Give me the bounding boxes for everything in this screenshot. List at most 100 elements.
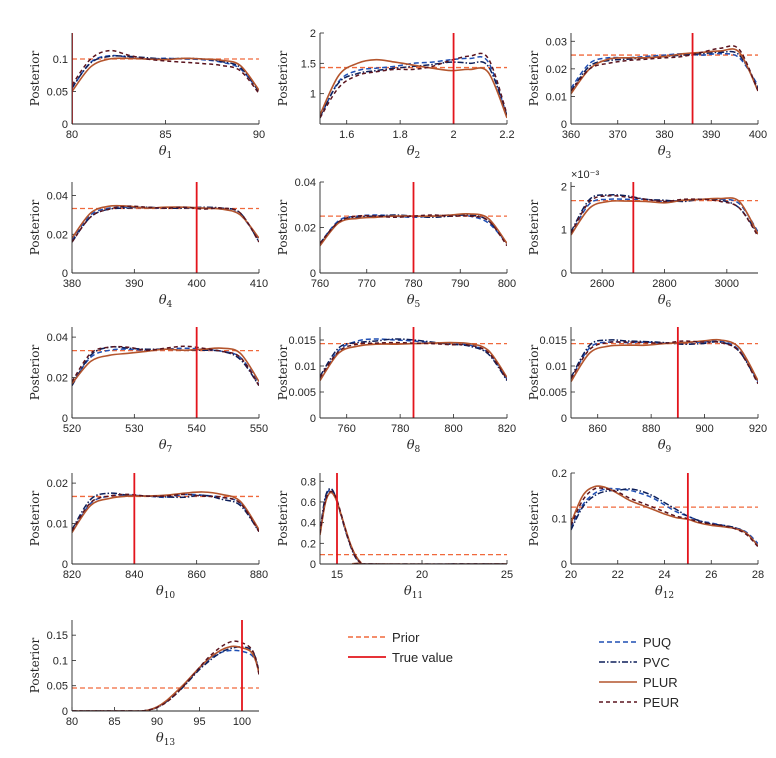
x-axis-label: θ6 xyxy=(658,293,672,310)
y-axis-label: Posterior xyxy=(28,638,42,694)
legend-label-puq: PUQ xyxy=(643,635,671,650)
y-tick-label: 0.02 xyxy=(295,223,316,235)
series-pvc xyxy=(571,194,758,235)
x-tick-label: 400 xyxy=(749,129,767,141)
subplot-theta-5: 760 770 780 790 800 0 0.02 0.04 Posterior θ5 xyxy=(276,177,516,310)
y-tick-label: 0 xyxy=(310,559,316,571)
subplot-theta-3: 360 370 380 390 400 0 0.01 0.02 0.03 Posterior θ3 xyxy=(527,33,767,161)
plot-content xyxy=(571,473,758,564)
x-tick-label: 380 xyxy=(63,278,81,290)
legend-label-true-value: True value xyxy=(392,650,453,665)
x-axis-label: θ7 xyxy=(159,438,173,455)
x-tick-label: 1.8 xyxy=(392,129,407,141)
y-tick-label: 0 xyxy=(561,268,567,280)
x-axis-label: θ10 xyxy=(156,584,176,601)
x-tick-label: 20 xyxy=(416,569,428,581)
series-peur xyxy=(320,52,507,119)
x-tick-label: 760 xyxy=(311,278,329,290)
y-tick-label: 2 xyxy=(561,181,567,193)
x-tick-label: 100 xyxy=(233,716,251,728)
y-tick-label: 0.02 xyxy=(47,229,68,241)
x-tick-label: 90 xyxy=(253,129,265,141)
y-tick-label: 0.005 xyxy=(539,387,567,399)
x-tick-label: 2.2 xyxy=(499,129,514,141)
y-tick-label: 0.05 xyxy=(47,87,68,99)
plot-content xyxy=(320,33,507,124)
subplot-theta-6: 2600 2800 3000 0 1 2 ×10⁻³ Posterior θ6 xyxy=(527,169,758,310)
x-tick-label: 25 xyxy=(501,569,513,581)
x-axis-label: θ4 xyxy=(159,293,173,310)
x-tick-label: 85 xyxy=(108,716,120,728)
y-tick-label: 0 xyxy=(62,559,68,571)
y-axis-label: Posterior xyxy=(276,200,290,256)
series-pvc xyxy=(571,488,758,547)
x-tick-label: 790 xyxy=(451,278,469,290)
series-puq xyxy=(320,56,507,119)
x-tick-label: 820 xyxy=(63,569,81,581)
y-axis-label: Posterior xyxy=(527,491,541,547)
y-tick-label: 0.04 xyxy=(295,177,316,189)
series-puq xyxy=(571,487,758,545)
series-peur xyxy=(571,45,758,92)
y-tick-label: 0.4 xyxy=(301,518,316,530)
plot-area xyxy=(72,33,259,124)
x-tick-label: 15 xyxy=(331,569,343,581)
plot-area xyxy=(72,473,259,564)
x-tick-label: 85 xyxy=(159,129,171,141)
series-puq xyxy=(571,198,758,235)
x-tick-label: 900 xyxy=(695,423,713,435)
plot-area xyxy=(320,473,507,564)
series-pvc xyxy=(320,61,507,118)
x-tick-label: 800 xyxy=(444,423,462,435)
x-tick-label: 880 xyxy=(250,569,268,581)
x-tick-label: 530 xyxy=(125,423,143,435)
x-tick-label: 80 xyxy=(66,129,78,141)
x-tick-label: 95 xyxy=(193,716,205,728)
y-tick-label: 1.5 xyxy=(301,58,316,70)
x-tick-label: 760 xyxy=(338,423,356,435)
x-axis-label: θ3 xyxy=(658,144,672,161)
y-tick-label: 0.2 xyxy=(552,468,567,480)
plot-area xyxy=(320,33,507,124)
y-tick-label: 0.03 xyxy=(546,36,567,48)
legend-label-pvc: PVC xyxy=(643,655,670,670)
plot-area xyxy=(571,33,758,124)
plot-area xyxy=(72,620,259,711)
y-axis-label: Posterior xyxy=(276,51,290,107)
legend-methods: PUQ PVC PLUR PEUR xyxy=(599,635,679,710)
x-tick-label: 28 xyxy=(752,569,764,581)
y-tick-label: 0.05 xyxy=(47,681,68,693)
y-tick-label: 0 xyxy=(561,559,567,571)
y-tick-label: 1 xyxy=(561,225,567,237)
series-plur xyxy=(571,197,758,236)
y-tick-label: 0.015 xyxy=(288,335,316,347)
y-tick-label: 0.01 xyxy=(546,91,567,103)
y-tick-label: 0 xyxy=(561,119,567,131)
y-tick-label: 0 xyxy=(62,119,68,131)
series-plur xyxy=(72,347,259,385)
series-plur xyxy=(72,57,259,92)
y-tick-label: 0.6 xyxy=(301,497,316,509)
y-tick-label: 0.04 xyxy=(47,191,68,203)
y-tick-label: 0.005 xyxy=(288,387,316,399)
plot-area xyxy=(72,327,259,418)
x-tick-label: 390 xyxy=(702,129,720,141)
x-tick-label: 880 xyxy=(642,423,660,435)
subplot-theta-7: 520 530 540 550 0 0.02 0.04 Posterior θ7 xyxy=(28,327,268,455)
y-tick-label: 0.02 xyxy=(546,64,567,76)
y-axis-label: Posterior xyxy=(28,200,42,256)
x-tick-label: 400 xyxy=(187,278,205,290)
series-plur xyxy=(571,48,758,95)
legend-label-plur: PLUR xyxy=(643,675,678,690)
subplot-theta-12: 20 22 24 26 28 0 0.1 0.2 Posterior θ12 xyxy=(527,468,764,601)
x-tick-label: 90 xyxy=(151,716,163,728)
x-axis-label: θ9 xyxy=(658,438,672,455)
y-tick-label: 1 xyxy=(310,89,316,101)
legend-label-prior: Prior xyxy=(392,630,420,645)
x-tick-label: 1.6 xyxy=(339,129,354,141)
x-tick-label: 24 xyxy=(658,569,670,581)
y-tick-label: 0.8 xyxy=(301,476,316,488)
